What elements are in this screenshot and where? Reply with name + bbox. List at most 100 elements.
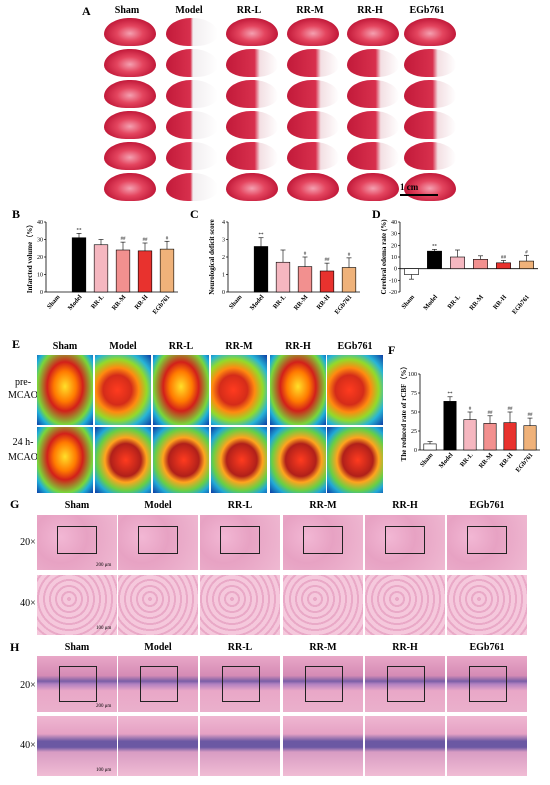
bar (503, 422, 517, 451)
y-axis-label: Cerebral edema rate (%) (380, 219, 388, 295)
significance-mark: # (469, 407, 472, 412)
panel-label-g: G (10, 497, 20, 511)
zoom-box (59, 666, 97, 702)
panel-label-a: A (82, 4, 91, 18)
brain-slice (404, 142, 456, 170)
ldi-image-post (270, 427, 326, 493)
significance-mark: ## (143, 238, 149, 243)
brain-slice (226, 18, 278, 46)
ldi-image-pre (37, 355, 93, 425)
significance-mark: ## (325, 258, 331, 263)
bar (115, 249, 131, 293)
significance-mark: ** (448, 392, 454, 397)
category-label: RR-L (90, 293, 106, 310)
y-tick-label: 25 (411, 429, 417, 435)
zoom-box (138, 526, 178, 554)
he-cortex-40x (37, 575, 117, 635)
bar (253, 246, 269, 293)
brain-slice (404, 49, 456, 77)
bar (523, 425, 537, 451)
bar (423, 443, 437, 451)
y-tick-label: -10 (389, 278, 397, 284)
zoom-box (467, 526, 507, 554)
brain-slice (287, 142, 339, 170)
y-tick-label: 0 (394, 267, 397, 273)
zoom-box (220, 526, 260, 554)
brain-slice (104, 111, 156, 139)
brain-slice (404, 18, 456, 46)
he-hippocampus-20x (118, 656, 198, 712)
zoom-box (303, 526, 343, 554)
panel-label-h: H (10, 640, 20, 654)
brain-slice (287, 111, 339, 139)
he-cortex-20x (283, 515, 363, 570)
column-header-a: Model (175, 5, 203, 16)
bar (137, 250, 153, 293)
scale-label-g-100: 100 μm (96, 626, 112, 631)
brain-slice (287, 173, 339, 201)
ldi-image-pre (270, 355, 326, 425)
y-tick-label: 40 (391, 220, 397, 226)
row-label-post: 24 h- (12, 437, 34, 448)
category-label: EGb761 (511, 294, 531, 316)
y-tick-label: 30 (391, 232, 397, 238)
scale-label-a: 1 cm (400, 182, 419, 192)
he-hippocampus-20x (200, 656, 280, 712)
he-hippocampus-40x (37, 716, 117, 776)
category-label: RR-L (272, 293, 288, 310)
he-hippocampus-20x (447, 656, 527, 712)
significance-mark: # (304, 252, 307, 257)
ldi-image-post (37, 427, 93, 493)
column-header-g: Sham (64, 500, 90, 511)
category-label: EGb761 (334, 294, 354, 316)
brain-slice (226, 173, 278, 201)
brain-slice (404, 173, 456, 201)
ldi-image-pre (327, 355, 383, 425)
he-cortex-40x (447, 575, 527, 635)
bar (297, 266, 313, 293)
he-hippocampus-20x (283, 656, 363, 712)
column-header-h: Model (144, 642, 172, 653)
column-header-a: RR-H (357, 5, 383, 16)
y-tick-label: -20 (389, 290, 397, 296)
he-hippocampus-40x (447, 716, 527, 776)
scale-label-h-100: 100 μm (96, 768, 112, 773)
column-header-g: EGb761 (469, 500, 505, 511)
significance-mark: ## (121, 237, 127, 242)
brain-slice (166, 111, 218, 139)
bar (483, 423, 497, 451)
he-hippocampus-20x (365, 656, 445, 712)
bar (71, 237, 87, 293)
column-header-g: Model (144, 500, 172, 511)
brain-slice (226, 142, 278, 170)
brain-slice (226, 49, 278, 77)
category-label: EGb761 (152, 294, 172, 316)
bar (427, 250, 442, 269)
bar (473, 259, 488, 269)
zoom-box (385, 526, 425, 554)
bar (341, 267, 357, 293)
he-cortex-20x (37, 515, 117, 570)
y-tick-label: 75 (411, 391, 417, 397)
column-header-h: RR-H (392, 642, 418, 653)
y-tick-label: 2 (222, 255, 225, 261)
y-tick-label: 20 (391, 243, 397, 249)
column-header-h: RR-M (309, 642, 337, 653)
brain-slice (404, 111, 456, 139)
category-label: RR-M (478, 452, 495, 470)
ldi-image-post (95, 427, 151, 493)
significance-mark: ## (528, 413, 534, 418)
column-header-a: EGb761 (409, 5, 445, 16)
bar (463, 419, 477, 451)
he-hippocampus-40x (118, 716, 198, 776)
y-tick-label: 1 (222, 273, 225, 279)
zoom-box (469, 666, 507, 702)
y-tick-label: 0 (222, 290, 225, 296)
bar (275, 261, 291, 293)
brain-slice (404, 80, 456, 108)
brain-slice (347, 142, 399, 170)
y-tick-label: 30 (37, 238, 43, 244)
category-label: Model (249, 294, 266, 312)
